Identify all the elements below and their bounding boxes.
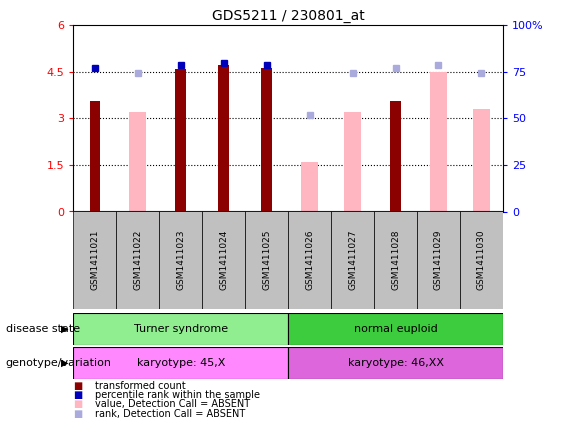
Text: GSM1411027: GSM1411027	[348, 230, 357, 291]
Text: karyotype: 46,XX: karyotype: 46,XX	[347, 358, 444, 368]
Bar	[374, 212, 417, 309]
Bar	[73, 347, 288, 379]
Text: rank, Detection Call = ABSENT: rank, Detection Call = ABSENT	[95, 409, 245, 419]
Bar	[73, 212, 116, 309]
Text: ▶: ▶	[61, 358, 69, 368]
Text: percentile rank within the sample: percentile rank within the sample	[95, 390, 260, 400]
Text: GSM1411023: GSM1411023	[176, 230, 185, 291]
Bar	[417, 212, 460, 309]
Bar	[288, 212, 331, 309]
Text: GSM1411026: GSM1411026	[305, 230, 314, 291]
Text: karyotype: 45,X: karyotype: 45,X	[137, 358, 225, 368]
Bar	[390, 102, 401, 212]
Text: GSM1411022: GSM1411022	[133, 230, 142, 290]
Bar	[261, 68, 272, 212]
Text: ■: ■	[73, 390, 82, 400]
Bar	[116, 212, 159, 309]
Text: value, Detection Call = ABSENT: value, Detection Call = ABSENT	[95, 399, 250, 409]
Text: ■: ■	[73, 399, 82, 409]
Bar	[129, 112, 146, 212]
Bar	[460, 212, 503, 309]
Bar	[175, 69, 186, 212]
Text: GSM1411028: GSM1411028	[391, 230, 400, 291]
Text: GSM1411025: GSM1411025	[262, 230, 271, 291]
Bar	[430, 72, 447, 212]
Bar	[288, 313, 503, 345]
Text: disease state: disease state	[6, 324, 80, 334]
Bar	[73, 313, 288, 345]
Text: GSM1411030: GSM1411030	[477, 230, 486, 291]
Bar	[288, 347, 503, 379]
Title: GDS5211 / 230801_at: GDS5211 / 230801_at	[212, 9, 364, 23]
Bar	[218, 65, 229, 211]
Text: GSM1411021: GSM1411021	[90, 230, 99, 291]
Bar	[202, 212, 245, 309]
Text: GSM1411024: GSM1411024	[219, 230, 228, 290]
Bar	[89, 102, 101, 212]
Bar	[331, 212, 374, 309]
Bar	[301, 162, 318, 212]
Bar	[159, 212, 202, 309]
Text: genotype/variation: genotype/variation	[6, 358, 112, 368]
Text: GSM1411029: GSM1411029	[434, 230, 443, 291]
Bar	[344, 112, 361, 212]
Text: ■: ■	[73, 381, 82, 391]
Text: Turner syndrome: Turner syndrome	[134, 324, 228, 334]
Bar	[245, 212, 288, 309]
Text: ■: ■	[73, 409, 82, 419]
Text: ▶: ▶	[61, 324, 69, 334]
Bar	[473, 109, 490, 212]
Text: normal euploid: normal euploid	[354, 324, 437, 334]
Text: transformed count: transformed count	[95, 381, 186, 391]
